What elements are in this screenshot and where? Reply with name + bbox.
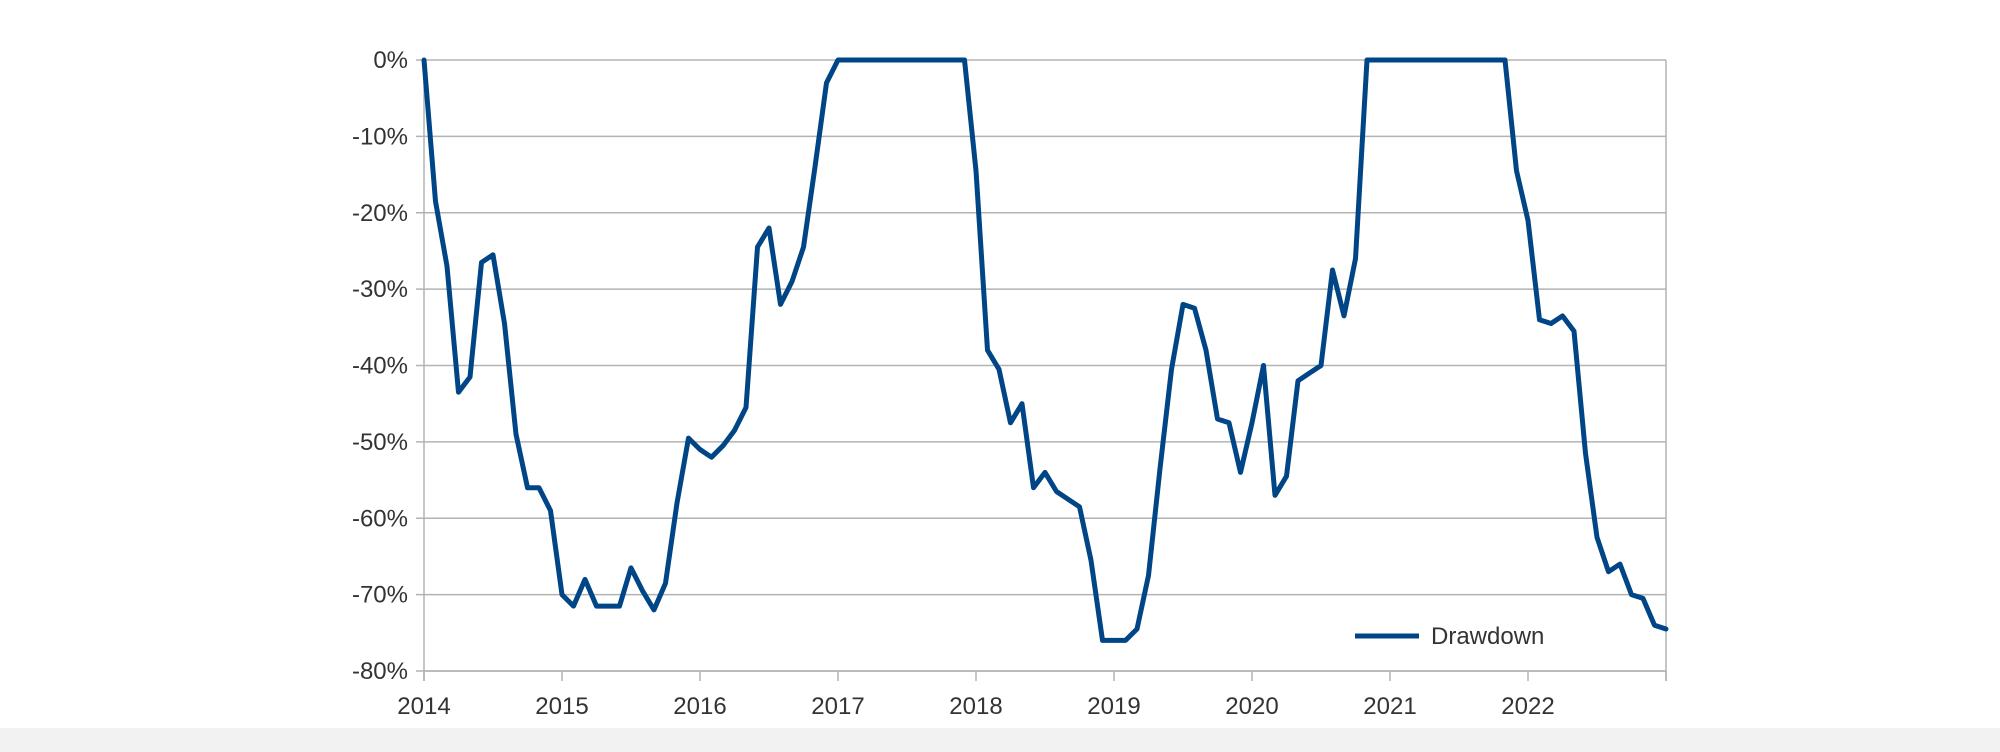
x-tick-label: 2020	[1225, 693, 1278, 720]
series-line-drawdown	[421, 57, 1669, 643]
x-tick-label: 2017	[811, 693, 864, 720]
y-tick-label: -80%	[352, 658, 408, 685]
x-tick-label: 2014	[397, 693, 450, 720]
x-tick-label: 2022	[1501, 693, 1554, 720]
series-layer	[421, 57, 1669, 643]
x-tick-labels: 2014 2015 2016 2017 2018 2019 2020 2021 2022	[397, 693, 1554, 720]
x-tick-label: 2016	[673, 693, 726, 720]
legend-label: Drawdown	[1431, 623, 1544, 650]
y-tick-label: -30%	[352, 276, 408, 303]
y-tick-label: -70%	[352, 582, 408, 609]
axes	[416, 59, 1667, 681]
y-tick-label: -50%	[352, 429, 408, 456]
x-tick-label: 2015	[535, 693, 588, 720]
y-tick-label: -20%	[352, 200, 408, 227]
bottom-strip	[0, 728, 2000, 752]
y-tick-label: -40%	[352, 353, 408, 380]
y-tick-label: -60%	[352, 505, 408, 532]
y-tick-labels: 0% -10% -20% -30% -40% -50% -60% -70% -80%	[352, 47, 408, 685]
x-tick-label: 2021	[1363, 693, 1416, 720]
x-tick-label: 2018	[949, 693, 1002, 720]
y-tick-label: -10%	[352, 123, 408, 150]
x-tick-label: 2019	[1087, 693, 1140, 720]
y-tick-label: 0%	[373, 47, 408, 74]
gridlines	[424, 59, 1666, 672]
legend: Drawdown	[1355, 623, 1544, 650]
